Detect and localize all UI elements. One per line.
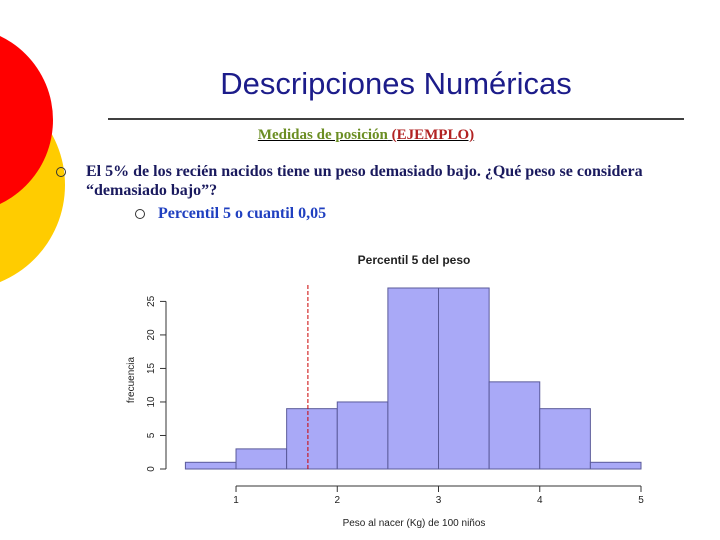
- y-axis-label: frecuencia: [126, 356, 137, 403]
- x-tick-label: 5: [638, 495, 644, 506]
- y-tick-label: 5: [146, 432, 157, 438]
- bullet-marker: [56, 167, 66, 177]
- histogram-bar: [235, 448, 288, 470]
- deco-circle: [0, 36, 53, 204]
- y-tick-label: 0: [146, 466, 157, 472]
- histogram-bar: [438, 287, 490, 470]
- x-tick-label: 4: [537, 495, 543, 506]
- y-tick-label: 10: [146, 396, 157, 408]
- x-axis-label: Peso al nacer (Kg) de 100 niños: [343, 518, 486, 529]
- histogram-bar: [286, 408, 338, 470]
- histogram-bar: [589, 461, 642, 470]
- x-tick-label: 1: [233, 495, 239, 506]
- subtitle-part: (EJEMPLO): [391, 127, 475, 143]
- y-tick-label: 15: [146, 362, 157, 374]
- histogram-bar: [184, 461, 237, 470]
- slide-title: Descripciones Numéricas: [220, 66, 572, 101]
- y-tick-label: 20: [146, 329, 157, 341]
- x-tick-label: 2: [334, 495, 340, 506]
- subtitle-part: Medidas de posición: [257, 127, 388, 143]
- subtitle: Medidas de posición (EJEMPLO): [108, 127, 624, 144]
- histogram-bar: [539, 408, 591, 470]
- chart-title: Percentil 5 del peso: [358, 253, 471, 267]
- histogram-bar: [488, 381, 541, 470]
- sub-bullet-text: Percentil 5 o cuantil 0,05: [158, 205, 327, 222]
- bullet-marker: [135, 209, 145, 219]
- bullet-text: El 5% de los recién nacidos tiene un pes…: [86, 163, 643, 199]
- y-tick-label: 25: [146, 295, 157, 307]
- x-tick-label: 3: [436, 495, 442, 506]
- histogram-bar: [387, 287, 440, 470]
- histogram-bar: [336, 401, 389, 470]
